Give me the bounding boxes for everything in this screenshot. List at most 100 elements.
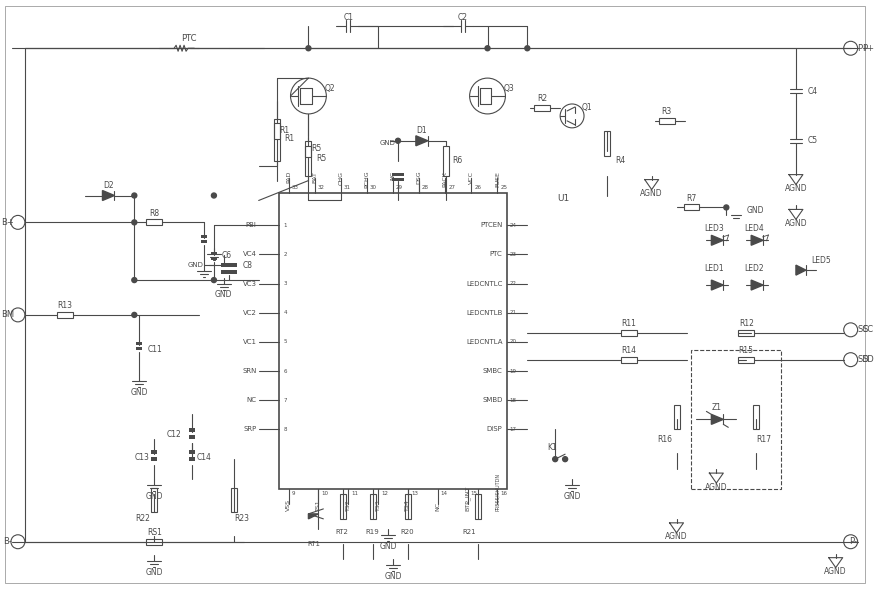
Circle shape [132, 277, 137, 283]
Circle shape [306, 46, 311, 51]
Text: GND: GND [130, 388, 148, 397]
Text: DSG: DSG [417, 171, 421, 184]
Text: AGND: AGND [665, 532, 688, 541]
Text: C5: C5 [808, 136, 818, 145]
Text: R1: R1 [285, 134, 295, 143]
Text: AGND: AGND [785, 184, 808, 193]
Text: Q2: Q2 [325, 84, 336, 92]
Circle shape [724, 205, 729, 210]
Bar [201, 240, 207, 243]
Text: 19: 19 [510, 369, 517, 373]
Bar [674, 405, 680, 429]
Text: C6: C6 [222, 251, 232, 260]
Text: R6: R6 [453, 156, 463, 165]
Bar [189, 457, 195, 461]
Text: TS2: TS2 [346, 499, 350, 511]
Text: R23: R23 [234, 514, 249, 524]
Text: LEDCNTLC: LEDCNTLC [466, 280, 503, 287]
Bar [753, 405, 760, 429]
Circle shape [563, 456, 567, 462]
Circle shape [212, 193, 217, 198]
Bar [274, 119, 280, 161]
Text: GND: GND [145, 568, 163, 577]
Bar [221, 270, 237, 274]
Text: 30: 30 [370, 185, 377, 190]
Text: RS1: RS1 [147, 528, 162, 537]
Text: C4: C4 [808, 87, 818, 95]
Text: 16: 16 [501, 491, 508, 497]
Text: 4: 4 [283, 310, 287, 315]
Text: VC4: VC4 [243, 252, 257, 257]
Text: 12: 12 [381, 491, 388, 497]
Text: C8: C8 [243, 261, 253, 270]
Text: 7: 7 [283, 398, 287, 403]
Text: U1: U1 [557, 194, 570, 203]
Bar [739, 330, 754, 336]
Text: TS4: TS4 [406, 499, 411, 511]
Text: VC3: VC3 [243, 280, 257, 287]
Circle shape [132, 220, 137, 225]
Text: R20: R20 [400, 529, 413, 535]
Bar [136, 347, 142, 350]
Bar [146, 219, 163, 226]
Text: R14: R14 [621, 346, 636, 355]
Text: BAT: BAT [312, 171, 317, 183]
Text: PRESS/SHUTDN: PRESS/SHUTDN [495, 473, 500, 511]
Bar [305, 141, 311, 157]
Bar [136, 342, 142, 345]
Text: LED2: LED2 [745, 264, 764, 273]
Bar [340, 494, 346, 519]
Text: RT2: RT2 [336, 529, 348, 535]
Circle shape [132, 193, 137, 198]
Bar [189, 428, 195, 432]
Text: 20: 20 [510, 339, 517, 345]
Bar [475, 494, 481, 519]
Polygon shape [711, 235, 724, 245]
Text: 1: 1 [283, 223, 287, 228]
Circle shape [396, 138, 400, 143]
Text: 21: 21 [510, 310, 517, 315]
Text: 2: 2 [283, 252, 287, 257]
Text: RT1: RT1 [307, 541, 320, 547]
Text: R8: R8 [149, 209, 159, 218]
Circle shape [212, 277, 217, 283]
Text: BTP_INT: BTP_INT [465, 485, 470, 511]
Text: Q1: Q1 [582, 104, 593, 112]
Text: DISP: DISP [487, 426, 503, 432]
Text: 5: 5 [283, 339, 287, 345]
Text: GND: GND [188, 262, 204, 268]
Text: GND: GND [379, 542, 397, 551]
Text: PAD: PAD [286, 171, 291, 183]
Text: Z1: Z1 [711, 403, 721, 412]
Bar [146, 539, 163, 545]
Text: R21: R21 [463, 529, 476, 535]
Text: C14: C14 [197, 453, 212, 462]
Text: 14: 14 [440, 491, 447, 497]
Text: GND: GND [385, 572, 402, 581]
Text: AGND: AGND [705, 482, 728, 491]
Text: 6: 6 [283, 369, 287, 373]
Text: 25: 25 [501, 185, 508, 190]
Bar [151, 457, 157, 461]
Bar [279, 193, 508, 489]
Text: 9: 9 [292, 491, 295, 497]
Text: P+: P+ [857, 44, 869, 53]
Bar [739, 357, 754, 363]
Text: 11: 11 [351, 491, 358, 497]
Text: Q3: Q3 [504, 84, 515, 92]
Text: LEDCNTLA: LEDCNTLA [466, 339, 503, 345]
Text: 32: 32 [317, 185, 324, 190]
Text: 10: 10 [322, 491, 329, 497]
Text: 17: 17 [510, 427, 517, 432]
Text: C12: C12 [167, 430, 182, 439]
Text: SMBD: SMBD [482, 397, 503, 403]
Text: BM: BM [2, 310, 15, 319]
Bar [621, 357, 637, 363]
Text: R15: R15 [739, 346, 753, 355]
Text: SD: SD [863, 355, 874, 364]
Bar [604, 131, 610, 155]
Text: 8: 8 [283, 427, 287, 432]
Text: NC: NC [246, 397, 257, 403]
Text: GND: GND [746, 206, 764, 215]
Text: R19: R19 [365, 529, 379, 535]
